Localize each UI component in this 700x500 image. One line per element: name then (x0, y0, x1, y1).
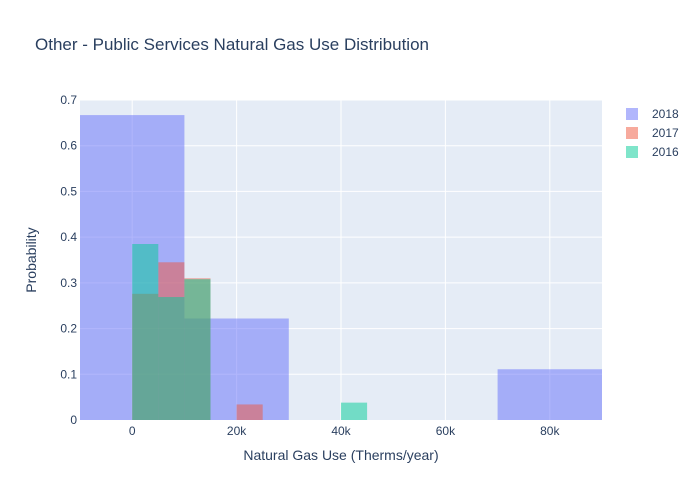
legend: 2018 2017 2016 (626, 107, 679, 159)
y-tick-label: 0.7 (60, 93, 77, 107)
y-tick-label: 0.6 (60, 139, 77, 153)
y-tick-label: 0 (70, 413, 77, 427)
histogram-bars (80, 115, 602, 420)
histogram-bar-2016 (132, 244, 159, 420)
legend-label-2018[interactable]: 2018 (652, 107, 679, 121)
histogram-bar-2016 (341, 402, 368, 420)
chart-title: Other - Public Services Natural Gas Use … (35, 35, 429, 54)
x-axis-ticks: 0 20k 40k 60k 80k (129, 424, 561, 438)
legend-label-2017[interactable]: 2017 (652, 126, 679, 140)
x-tick-label: 0 (129, 424, 136, 438)
histogram-bar-2018 (497, 369, 602, 420)
y-axis-ticks: 0 0.1 0.2 0.3 0.4 0.5 0.6 0.7 (60, 93, 77, 427)
x-tick-label: 20k (227, 424, 247, 438)
legend-swatch-2016[interactable] (626, 146, 638, 158)
histogram-bar-2016 (184, 279, 211, 420)
x-axis-title: Natural Gas Use (Therms/year) (243, 447, 438, 463)
legend-swatch-2018[interactable] (626, 108, 638, 120)
x-tick-label: 60k (436, 424, 456, 438)
y-tick-label: 0.2 (60, 322, 77, 336)
histogram-bar-2017 (236, 404, 263, 420)
y-tick-label: 0.5 (60, 184, 77, 198)
legend-label-2016[interactable]: 2016 (652, 145, 679, 159)
histogram-bar-2016 (158, 297, 185, 420)
x-tick-label: 40k (331, 424, 351, 438)
x-tick-label: 80k (540, 424, 560, 438)
legend-swatch-2017[interactable] (626, 127, 638, 139)
y-tick-label: 0.4 (60, 230, 77, 244)
y-tick-label: 0.1 (60, 367, 77, 381)
y-axis-title: Probability (23, 227, 39, 292)
y-tick-label: 0.3 (60, 276, 77, 290)
